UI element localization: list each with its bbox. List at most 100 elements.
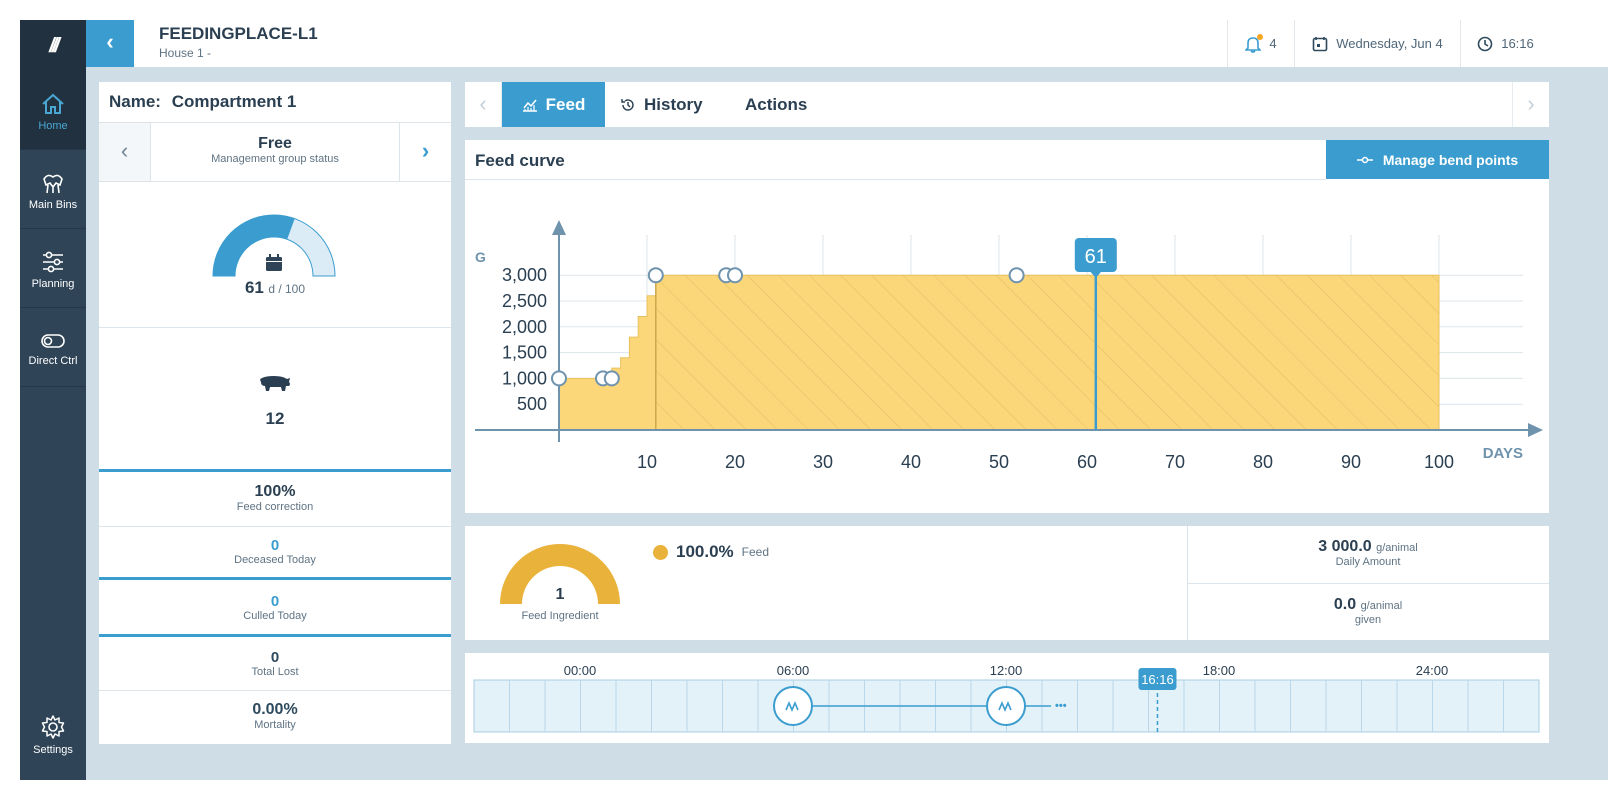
compartment-panel: Name: Compartment 1 ‹ Free Management gr… [99, 82, 451, 744]
brand-logo: /// [20, 20, 86, 72]
bend-point [603, 370, 620, 387]
status-prev-button[interactable]: ‹ [99, 123, 151, 181]
x-tick-label: 60 [1077, 452, 1097, 472]
tab-actions[interactable]: Actions [745, 82, 825, 127]
current-day-flag [1074, 238, 1117, 272]
given-amount-value: 0.0 [1333, 596, 1357, 613]
y-tick-label: 2,500 [502, 291, 547, 311]
time-display: 16:16 [1460, 20, 1550, 67]
history-icon [621, 98, 634, 111]
given-amount-label: given [1354, 614, 1382, 626]
sidebar-item-planning[interactable]: Planning [20, 230, 86, 308]
current-day-pointer [1089, 271, 1102, 278]
manage-bend-points-button[interactable]: Manage bend points [1326, 140, 1549, 179]
toggle-icon [41, 334, 65, 348]
bend-point-icon [1356, 156, 1373, 163]
timeline-hour-label: 12:00 [990, 663, 1023, 678]
date-text: Wednesday, Jun 4 [1336, 36, 1443, 51]
x-tick-label: 90 [1341, 452, 1361, 472]
name-label: Name: [109, 92, 161, 111]
stat-label: Mortality [254, 719, 296, 731]
page-title: FEEDINGPLACE-L1 [159, 24, 318, 43]
day-timeline: 00:00 06:00 12:00 18:00 24:00 ••• 16:16 [473, 663, 1540, 733]
x-tick-label: 80 [1253, 452, 1273, 472]
daily-amount: 3 000.0 g/animal Daily Amount [1187, 538, 1549, 568]
time-text: 16:16 [1501, 36, 1534, 51]
feed-curve-hatch [655, 275, 1439, 430]
stat-label: Deceased Today [234, 554, 316, 566]
sidebar-item-label: Home [38, 120, 68, 132]
stat-value: 0 [270, 649, 280, 666]
back-button[interactable]: ‹ [86, 20, 134, 67]
legend-swatch [653, 544, 668, 560]
sidebar-item-settings[interactable]: Settings [20, 700, 86, 778]
top-bar: FEEDINGPLACE-L1 House 1 - 4 Wednesday, J… [134, 20, 1608, 67]
ingredient-gauge [500, 544, 620, 604]
feed-curve-panel: Feed curve Manage bend points 61 10 20 30 4… [465, 140, 1549, 513]
ingredient-legend: 100.0% Feed [653, 542, 769, 562]
bins-icon [43, 174, 63, 194]
app-frame: /// Home Main Bins Planning Direct Ctrl … [20, 20, 1608, 780]
current-day-label: 61 [1085, 246, 1107, 268]
now-badge [1138, 668, 1177, 690]
timeline-hour-label: 18:00 [1203, 663, 1236, 678]
status-next-button[interactable]: › [399, 123, 451, 181]
sliders-icon [43, 251, 63, 273]
y-tick-label: 3,000 [502, 265, 547, 285]
x-tick-label: 30 [813, 452, 833, 472]
timeline-hour-label: 24:00 [1416, 663, 1449, 678]
y-axis-label: G [475, 249, 486, 265]
group-status-caption: Management group status [211, 153, 339, 165]
tabs-prev-button[interactable]: ‹ [465, 82, 502, 127]
stat-label: Feed correction [236, 501, 314, 513]
tab-label: Feed [545, 94, 586, 114]
given-amount: 0.0 g/animal given [1187, 596, 1549, 626]
deceased-today-stat: 0 Deceased Today [99, 537, 451, 566]
tabs-next-button[interactable]: › [1512, 82, 1549, 127]
bend-point [727, 267, 743, 284]
feed-curve-chart: 61 10 20 30 40 50 60 70 80 90 100 500 1,000 1,500 2,0… [475, 220, 1543, 472]
y-tick-label: 1,500 [502, 343, 547, 363]
mortality-stat: 0.00% Mortality [99, 701, 451, 731]
feed-event-icon-glyph [785, 700, 799, 713]
calendar-icon [1312, 36, 1328, 51]
daily-amount-value: 3 000.0 [1318, 538, 1372, 555]
button-label: Manage bend points [1382, 151, 1519, 168]
x-tick-label: 20 [725, 452, 745, 472]
now-label: 16:16 [1141, 672, 1174, 687]
sidebar-item-main-bins[interactable]: Main Bins [20, 151, 86, 229]
bell-icon [1244, 33, 1264, 53]
bend-point [647, 267, 664, 284]
tab-history[interactable]: History [620, 82, 720, 127]
animal-count: 12 [265, 409, 285, 428]
feed-chart-icon [522, 99, 537, 112]
day-suffix: d / 100 [268, 282, 306, 296]
legend-name: Feed [741, 545, 770, 559]
daily-amount-label: Daily Amount [1335, 556, 1401, 568]
total-lost-stat: 0 Total Lost [99, 649, 451, 678]
gear-icon [41, 715, 65, 739]
ingredient-caption: Feed Ingredient [521, 610, 599, 622]
compartment-name: Name: Compartment 1 [109, 92, 296, 112]
date-display: Wednesday, Jun 4 [1294, 20, 1460, 67]
x-axis-label: DAYS [1483, 445, 1523, 462]
x-tick-label: 100 [1424, 452, 1454, 472]
notifications-button[interactable]: 4 [1227, 20, 1294, 67]
mix-event-icon-glyph [998, 700, 1012, 713]
stat-label: Total Lost [251, 666, 299, 678]
pig-icon [260, 376, 290, 391]
sidebar-item-home[interactable]: Home [20, 72, 86, 150]
y-tick-label: 1,000 [502, 368, 547, 388]
x-tick-label: 50 [989, 452, 1009, 472]
x-tick-label: 40 [901, 452, 921, 472]
stat-value: 0.00% [252, 701, 298, 718]
tab-feed[interactable]: Feed [502, 82, 605, 127]
x-tick-label: 70 [1165, 452, 1185, 472]
stat-value: 100% [254, 483, 296, 500]
day-gauge [212, 214, 336, 277]
stat-value: 0 [270, 593, 280, 610]
home-icon [42, 93, 64, 114]
notification-count: 4 [1269, 36, 1277, 51]
feed-correction-stat: 100% Feed correction [99, 483, 451, 513]
sidebar-item-direct-ctrl[interactable]: Direct Ctrl [20, 309, 86, 387]
